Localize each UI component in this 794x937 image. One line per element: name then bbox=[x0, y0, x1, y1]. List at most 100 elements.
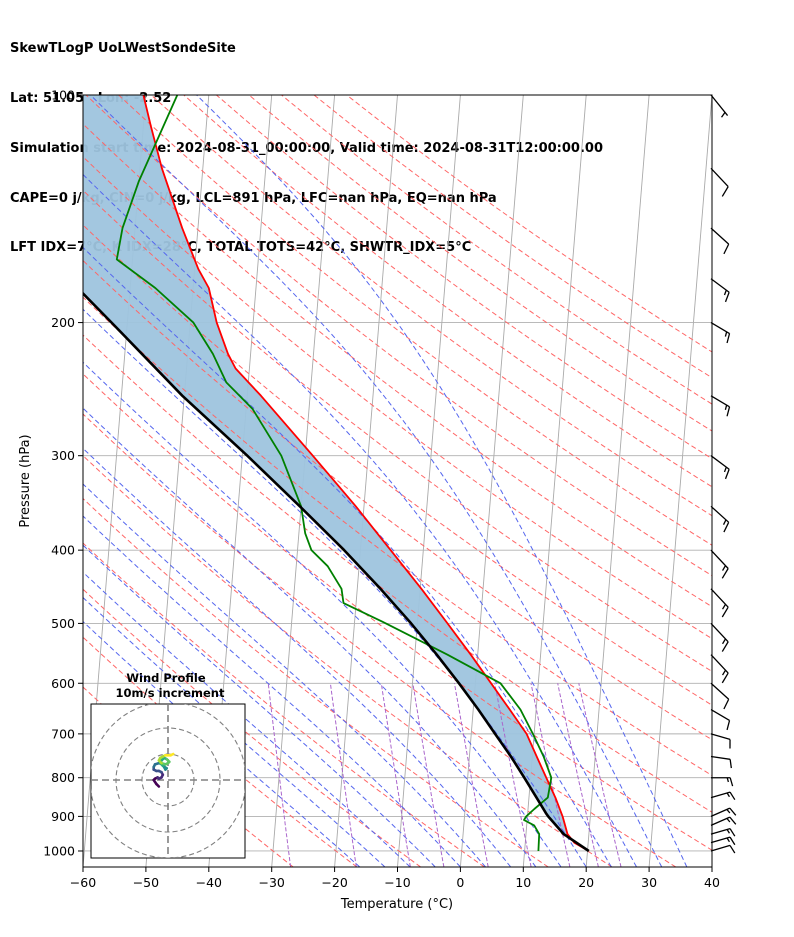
inset-title-line-1: Wind Profile bbox=[126, 671, 206, 685]
wind-barb bbox=[710, 836, 736, 846]
dry-adiabat-line bbox=[83, 542, 485, 867]
dewpoint-line bbox=[115, 95, 553, 852]
dry-adiabat-line bbox=[83, 259, 712, 741]
y-axis-label: Pressure (hPa) bbox=[18, 434, 33, 527]
isotherm-line bbox=[585, 95, 650, 867]
dry-adiabat-line bbox=[150, 95, 712, 517]
y-tick-label: 700 bbox=[51, 726, 75, 741]
mixing-ratio-line bbox=[530, 683, 571, 867]
moist-adiabat-line bbox=[196, 95, 688, 867]
x-axis-label: Temperature (°C) bbox=[340, 897, 453, 912]
wind-barb bbox=[710, 588, 729, 618]
isotherm-line bbox=[459, 95, 524, 867]
moist-adiabat-line bbox=[83, 483, 486, 867]
y-tick-label: 300 bbox=[51, 448, 75, 463]
y-tick-label: 400 bbox=[51, 543, 75, 558]
mixing-ratio-line bbox=[412, 683, 445, 867]
title-line-1: SkewTLogP UoLWestSondeSite bbox=[10, 41, 236, 57]
x-tick-label: 40 bbox=[704, 875, 720, 890]
wind-barb bbox=[710, 791, 736, 801]
wind-barb bbox=[710, 549, 729, 579]
moist-adiabat-line bbox=[83, 571, 411, 867]
moist-adiabat-line bbox=[83, 596, 386, 867]
mixing-ratio-line bbox=[494, 683, 532, 867]
dry-adiabat-line bbox=[83, 296, 712, 777]
mixing-ratio-line bbox=[329, 683, 357, 867]
wind-barb bbox=[710, 708, 731, 731]
x-tick-label: 10 bbox=[515, 875, 531, 890]
dry-adiabat-line bbox=[83, 413, 677, 867]
y-tick-label: 1000 bbox=[43, 843, 75, 858]
isotherm-line bbox=[334, 95, 398, 867]
wind-barb bbox=[710, 827, 736, 837]
moist-adiabat-line bbox=[83, 620, 361, 867]
temperature-line bbox=[142, 95, 590, 852]
isotherm-line bbox=[522, 95, 587, 867]
y-tick-label: 800 bbox=[51, 770, 75, 785]
cape-fill bbox=[83, 95, 589, 851]
inset-title-line-2: 10m/s increment bbox=[116, 686, 225, 700]
x-tick-label: 30 bbox=[641, 875, 657, 890]
y-tick-label: 900 bbox=[51, 809, 75, 824]
wind-barb bbox=[710, 94, 729, 118]
adiabat-lines bbox=[83, 95, 712, 867]
wind-barb bbox=[710, 395, 731, 417]
wind-barb bbox=[710, 622, 729, 652]
wind-barbs bbox=[710, 94, 737, 854]
wind-barb bbox=[711, 777, 734, 787]
wind-barb bbox=[710, 755, 732, 769]
wind-barb bbox=[710, 227, 730, 255]
dry-adiabat-line bbox=[281, 95, 712, 405]
moist-adiabat-line bbox=[83, 361, 562, 867]
wind-barb bbox=[710, 278, 730, 303]
hodograph-segment bbox=[169, 752, 175, 757]
dry-adiabat-line bbox=[346, 95, 712, 353]
wind-barb bbox=[710, 455, 730, 480]
dry-adiabat-line bbox=[83, 455, 613, 867]
dry-adiabat-line bbox=[83, 334, 712, 813]
x-tick-label: −40 bbox=[196, 875, 222, 890]
dry-adiabat-line bbox=[183, 95, 712, 488]
dry-adiabat-line bbox=[85, 95, 712, 577]
moist-adiabat-line bbox=[83, 515, 461, 867]
wind-barb bbox=[710, 322, 731, 344]
dry-adiabat-line bbox=[83, 224, 712, 706]
dry-adiabat-line bbox=[83, 123, 712, 608]
dry-adiabat-line bbox=[83, 189, 712, 672]
y-tick-label: 600 bbox=[51, 676, 75, 691]
isotherm-line bbox=[648, 95, 712, 867]
wind-barb bbox=[710, 505, 730, 533]
wind-profile-inset: Wind Profile 10m/s increment bbox=[90, 671, 246, 859]
mixing-ratio-line bbox=[267, 683, 292, 867]
axes: −60 −50 −40 −30 −20 −10 0 10 20 30 40 100 200 300 400 5… bbox=[43, 88, 720, 891]
wind-barb bbox=[710, 654, 729, 684]
wind-barb bbox=[710, 816, 737, 826]
profile-lines bbox=[83, 95, 590, 853]
wind-barb bbox=[710, 733, 731, 749]
dry-adiabat-line bbox=[313, 95, 712, 379]
moist-adiabat-line bbox=[90, 95, 663, 867]
x-tick-label: −10 bbox=[384, 875, 410, 890]
x-tick-label: −20 bbox=[321, 875, 347, 890]
y-tick-label: 500 bbox=[51, 616, 75, 631]
x-tick-label: 0 bbox=[456, 875, 464, 890]
mixing-ratio-line bbox=[557, 683, 599, 867]
moist-adiabat-line bbox=[83, 246, 612, 867]
wind-barb bbox=[710, 807, 737, 817]
mixing-ratio-line bbox=[380, 683, 411, 867]
parcel-line bbox=[83, 291, 590, 853]
moist-adiabat-line bbox=[83, 447, 512, 867]
mixing-ratio-line bbox=[453, 683, 489, 867]
cape-cin-area bbox=[83, 95, 589, 851]
x-tick-label: −30 bbox=[259, 875, 285, 890]
wind-barb bbox=[710, 844, 736, 854]
isotherm-line bbox=[711, 861, 712, 867]
wind-barb bbox=[710, 167, 729, 197]
moist-adiabat-line bbox=[83, 407, 537, 867]
y-tick-label: 200 bbox=[51, 315, 75, 330]
moist-adiabat-line bbox=[83, 544, 436, 867]
x-tick-label: 20 bbox=[578, 875, 594, 890]
wind-barb bbox=[710, 682, 730, 710]
x-tick-label: −60 bbox=[70, 875, 96, 890]
